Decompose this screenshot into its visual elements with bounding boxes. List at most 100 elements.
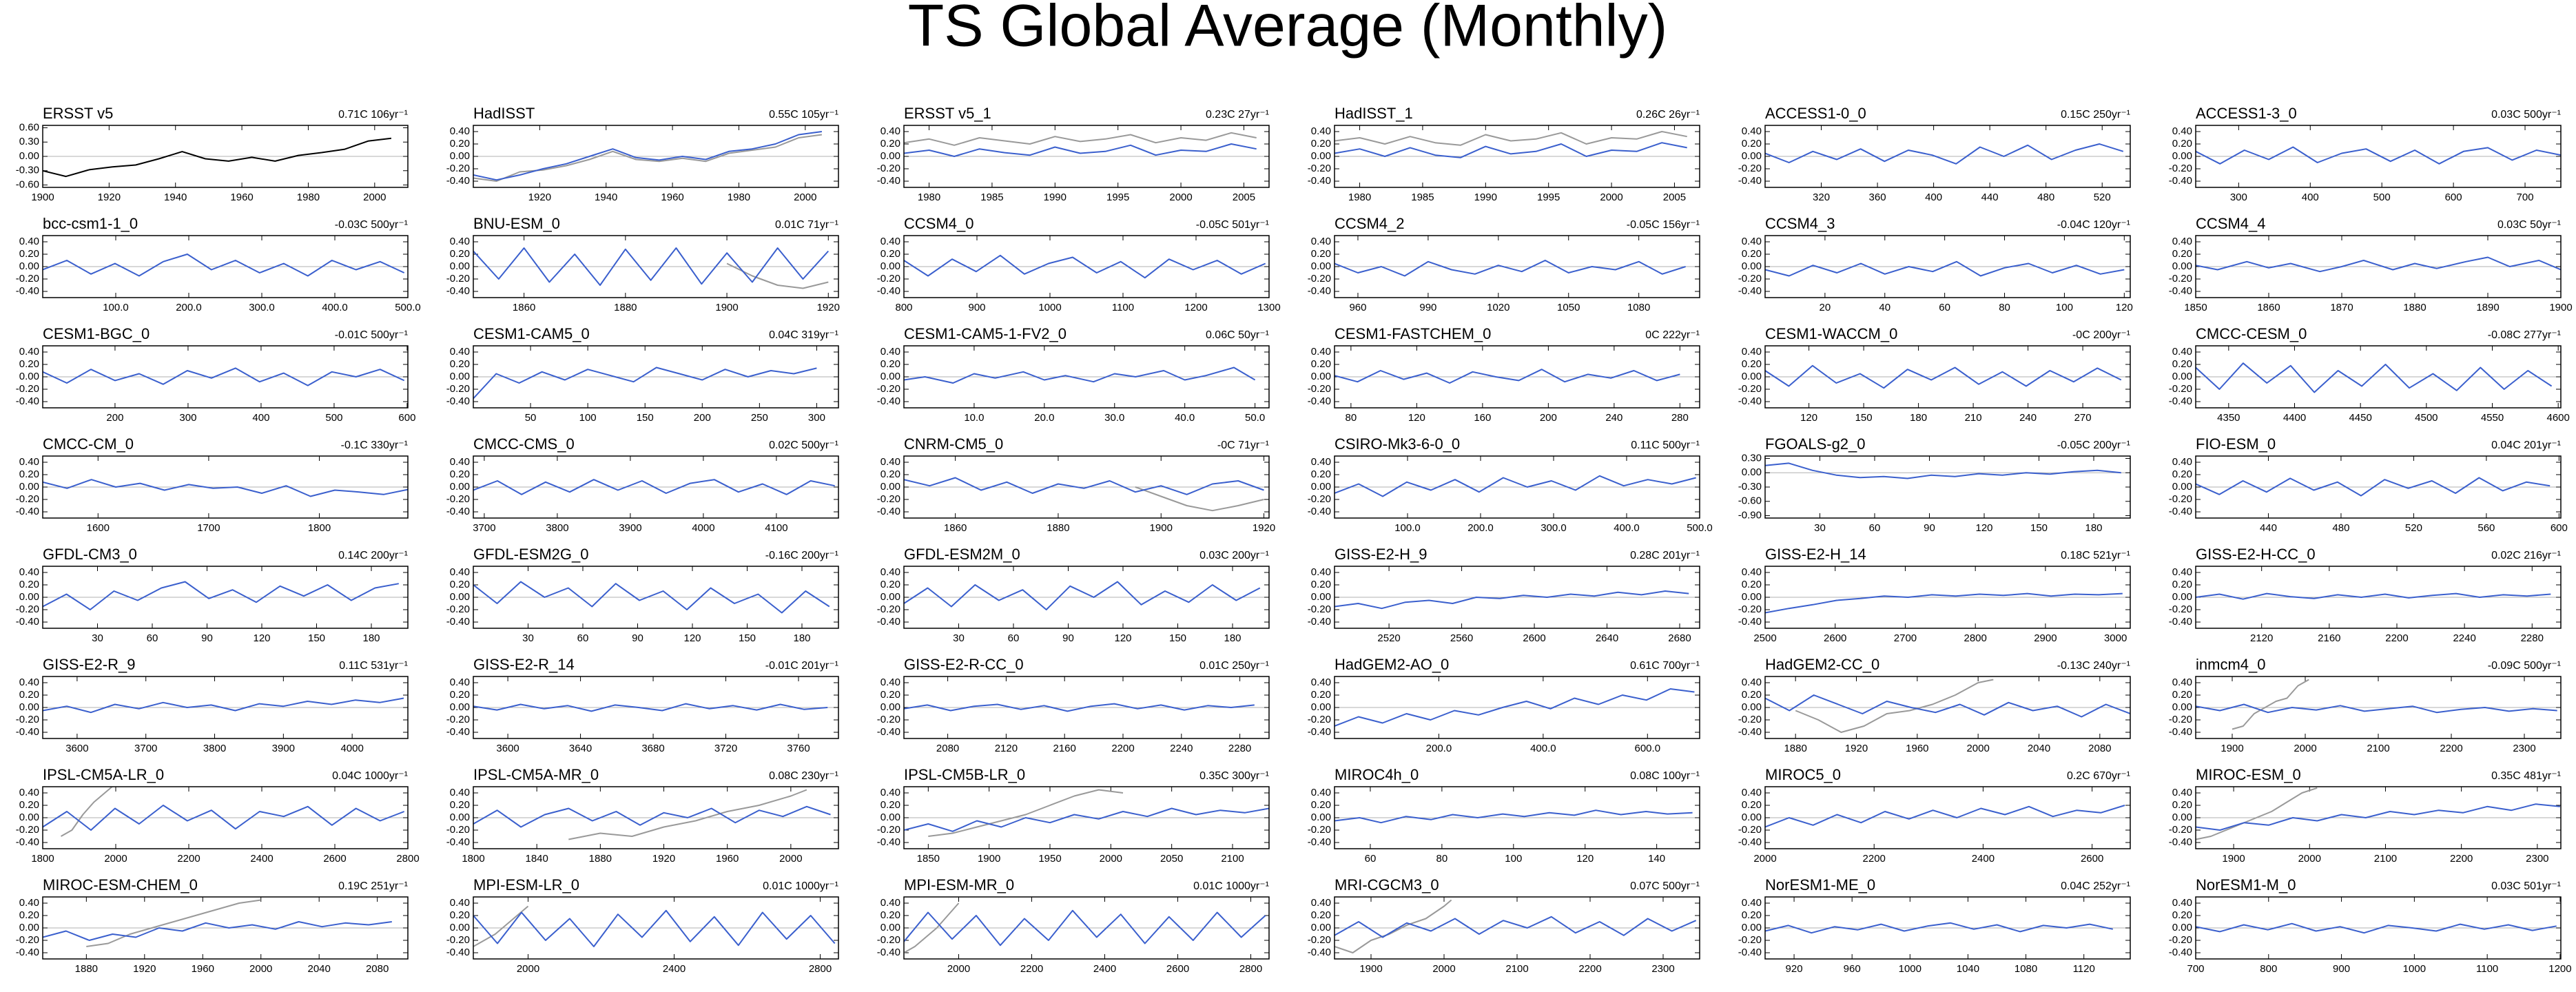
y-tick-label: -0.20 <box>16 714 39 725</box>
series-line <box>1765 592 2123 614</box>
x-tick-label: 200 <box>694 412 711 424</box>
y-tick-label: -0.40 <box>446 506 470 517</box>
x-tick-label: 1890 <box>2476 302 2499 313</box>
x-tick-label: 990 <box>1419 302 1436 313</box>
x-tick-label: 1980 <box>918 192 940 203</box>
plot-frame <box>2195 566 2562 629</box>
y-tick-label: 0.00 <box>1311 812 1331 823</box>
series-line <box>2196 803 2561 831</box>
plot-frame <box>42 896 409 960</box>
panel-note: 0.04C 319yr⁻¹ <box>769 329 838 341</box>
panel-title: CESM1-CAM5_0 <box>473 325 590 342</box>
y-tick-label: 0.20 <box>1311 579 1331 590</box>
x-tick-label: 2500 <box>1753 632 1776 644</box>
x-tick-label: 1000 <box>2403 963 2426 975</box>
y-tick-label: -0.40 <box>16 836 39 848</box>
y-tick-label: 0.00 <box>450 812 470 823</box>
panel-note: 0.28C 201yr⁻¹ <box>1630 550 1700 561</box>
panel-title: GISS-E2-H-CC_0 <box>2196 546 2316 563</box>
y-tick-label: 0.40 <box>1311 676 1331 688</box>
y-tick-label: 0.00 <box>1742 150 1762 162</box>
x-tick-label: 2560 <box>1450 632 1473 644</box>
x-tick-label: 1960 <box>192 963 214 975</box>
panel-title: ERSST v5 <box>43 105 113 122</box>
y-tick-label: -0.20 <box>1308 934 1331 946</box>
panel-title: CESM1-FASTCHEM_0 <box>1335 325 1491 342</box>
x-tick-label: 200.0 <box>1426 743 1452 754</box>
page-title: TS Global Average (Monthly) <box>908 0 1668 59</box>
series-line <box>2196 703 2557 714</box>
plot-frame <box>1764 455 2131 519</box>
panel-title: GISS-E2-R_9 <box>43 656 136 673</box>
x-tick-label: 500.0 <box>395 302 421 313</box>
x-tick-label: 900 <box>968 302 985 313</box>
x-tick-label: 1960 <box>230 192 253 203</box>
panel: MIROC4h_0 0.08C 100yr⁻¹ 0.400.200.00-0.20-… <box>1308 766 1700 865</box>
y-tick-label: 0.20 <box>1311 909 1331 921</box>
series-line <box>473 366 817 400</box>
series-line <box>904 581 1261 610</box>
panel-note: 0.23C 27yr⁻¹ <box>1206 109 1269 121</box>
plot-frame <box>1334 345 1700 409</box>
panel-title: MRI-CGCM3_0 <box>1335 876 1439 893</box>
panel-note: 0.08C 100yr⁻¹ <box>1630 770 1700 782</box>
panel: CCSM4_3 -0.04C 120yr⁻¹ 0.400.200.00-0.20-0… <box>1738 215 2133 313</box>
y-tick-label: -0.20 <box>2169 824 2192 836</box>
panel: HadISST_1 0.26C 26yr⁻¹ 0.400.200.00-0.20-0… <box>1308 105 1700 203</box>
x-tick-label: 520 <box>2094 192 2111 203</box>
y-tick-label: 0.40 <box>450 125 470 137</box>
y-tick-label: 0.00 <box>880 922 900 933</box>
panel: inmcm4_0 -0.09C 500yr⁻¹ 0.400.200.00-0.20-… <box>2169 656 2562 754</box>
panel-title: MIROC5_0 <box>1765 766 1841 783</box>
x-tick-label: 1880 <box>2403 302 2426 313</box>
y-tick-label: -0.20 <box>446 714 470 725</box>
x-tick-label: 1900 <box>715 302 738 313</box>
y-tick-label: 0.00 <box>450 371 470 382</box>
y-tick-label: 0.40 <box>2172 125 2192 137</box>
y-tick-label: -0.20 <box>877 493 900 505</box>
y-tick-label: -0.40 <box>1308 175 1331 187</box>
x-tick-label: 400.0 <box>1530 743 1556 754</box>
x-tick-label: 2000 <box>1753 853 1776 865</box>
panel-title: FIO-ESM_0 <box>2196 435 2276 453</box>
y-tick-label: 0.20 <box>880 579 900 590</box>
y-tick-label: -0.40 <box>16 726 39 738</box>
x-tick-label: 1920 <box>528 192 551 203</box>
panel-note: -0.01C 500yr⁻¹ <box>335 329 408 341</box>
x-tick-label: 30.0 <box>1104 412 1124 424</box>
panel-title: ERSST v5_1 <box>904 105 991 122</box>
y-tick-label: -0.40 <box>2169 947 2192 958</box>
series-line <box>473 479 835 495</box>
x-tick-label: 200.0 <box>1467 522 1494 534</box>
panel-note: 0.07C 500yr⁻¹ <box>1630 880 1700 892</box>
series-line <box>1765 260 2125 277</box>
panel-title: GFDL-CM3_0 <box>43 546 137 563</box>
panel-note: 0.01C 1000yr⁻¹ <box>1193 880 1269 892</box>
panel: HadGEM2-CC_0 -0.13C 240yr⁻¹0.400.200.00-0… <box>1738 656 2131 754</box>
panel: BNU-ESM_0 0.01C 71yr⁻¹ 0.400.200.00-0.20-0… <box>446 215 840 313</box>
y-tick-label: 0.20 <box>1311 358 1331 370</box>
y-tick-label: 0.20 <box>1311 689 1331 701</box>
x-tick-label: 1200 <box>1184 302 1207 313</box>
plot-frame <box>473 786 839 849</box>
x-tick-label: 400 <box>1925 192 1942 203</box>
x-tick-label: 80 <box>1436 853 1448 865</box>
y-tick-label: 0.40 <box>880 676 900 688</box>
series-line <box>2196 362 2553 393</box>
y-tick-label: 0.00 <box>19 591 39 603</box>
series-line <box>61 787 120 837</box>
panel: CESM1-CAM5_0 0.04C 319yr⁻¹0.400.200.00-0.… <box>446 325 839 424</box>
x-tick-label: 1880 <box>614 302 637 313</box>
series-line <box>1335 475 1696 497</box>
y-tick-label: -0.90 <box>1738 510 1762 521</box>
x-tick-label: 2000 <box>1100 853 1122 865</box>
plot-frame <box>42 676 409 739</box>
y-tick-label: -0.20 <box>877 714 900 725</box>
y-tick-label: 0.40 <box>1742 566 1762 578</box>
y-tick-label: 0.20 <box>450 579 470 590</box>
y-tick-label: -0.40 <box>2169 726 2192 738</box>
x-tick-label: 30 <box>92 632 103 644</box>
y-tick-label: 0.40 <box>19 897 39 909</box>
x-tick-label: 2600 <box>1166 963 1189 975</box>
x-tick-label: 250 <box>751 412 768 424</box>
